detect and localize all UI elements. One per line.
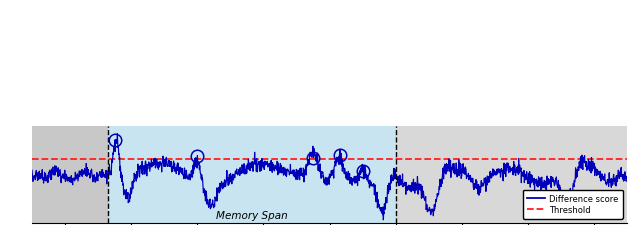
Bar	[32, 126, 108, 223]
Bar	[396, 126, 627, 223]
Legend: Difference score, Threshold: Difference score, Threshold	[523, 190, 623, 219]
Bar	[108, 126, 396, 223]
Text: Memory Span: Memory Span	[216, 210, 288, 220]
